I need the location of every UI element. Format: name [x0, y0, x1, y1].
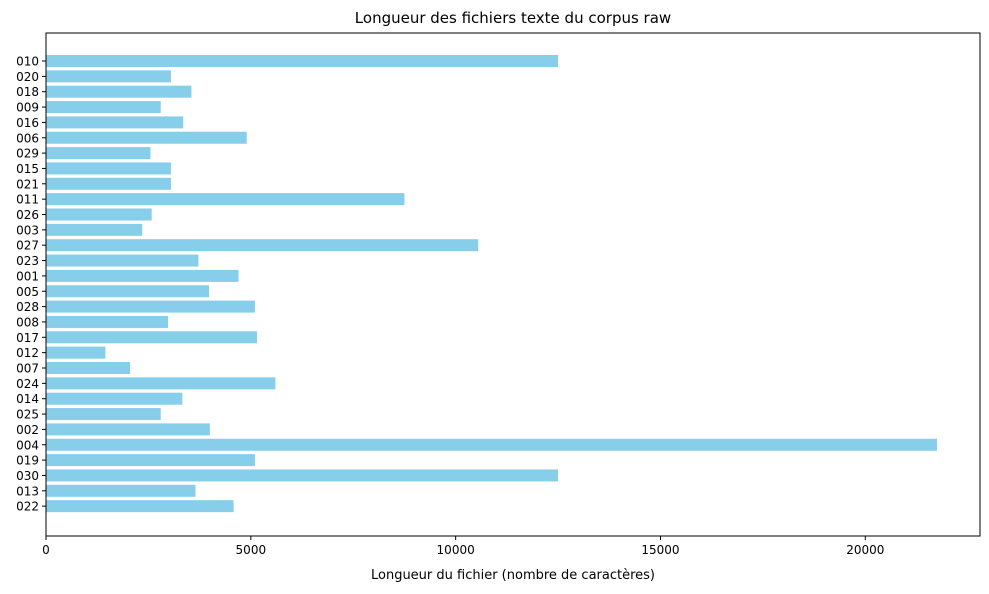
x-tick-label: 15000: [641, 543, 679, 557]
bar-002: [46, 423, 210, 436]
y-tick-label: 016: [16, 116, 39, 130]
bar-008: [46, 315, 169, 328]
bar-005: [46, 285, 210, 298]
chart-title: Longueur des fichiers texte du corpus ra…: [355, 9, 671, 27]
bars-group: [46, 55, 937, 513]
x-tick-label: 10000: [437, 543, 475, 557]
bar-026: [46, 208, 152, 221]
bar-024: [46, 377, 276, 390]
bar-030: [46, 469, 559, 482]
y-tick-label: 005: [16, 285, 39, 299]
y-tick-label: 013: [16, 484, 39, 498]
y-tick-label: 017: [16, 331, 39, 345]
y-tick-label: 026: [16, 208, 39, 222]
bar-013: [46, 484, 196, 497]
y-tick-label: 024: [16, 377, 39, 391]
x-tick-label: 0: [42, 543, 50, 557]
y-tick-label: 011: [16, 193, 39, 207]
bar-012: [46, 346, 106, 359]
bar-003: [46, 223, 143, 236]
bar-021: [46, 177, 171, 190]
bar-009: [46, 101, 161, 114]
bar-015: [46, 162, 171, 175]
y-tick-label: 020: [16, 70, 39, 84]
bar-023: [46, 254, 199, 267]
y-tick-label: 021: [16, 177, 39, 191]
y-tick-label: 002: [16, 423, 39, 437]
y-tick-label: 012: [16, 346, 39, 360]
bar-010: [46, 55, 559, 67]
bar-016: [46, 116, 184, 129]
x-axis-label: Longueur du fichier (nombre de caractère…: [371, 568, 655, 583]
x-tick-label: 20000: [846, 543, 884, 557]
bar-020: [46, 70, 171, 83]
y-tick-label: 015: [16, 162, 39, 176]
bar-007: [46, 362, 130, 374]
bar-027: [46, 239, 479, 252]
bar-017: [46, 331, 257, 344]
bar-025: [46, 408, 161, 421]
bar-014: [46, 392, 183, 405]
y-tick-label: 019: [16, 454, 39, 468]
bar-001: [46, 269, 239, 282]
y-tick-label: 008: [16, 315, 39, 329]
y-tick-label: 007: [16, 362, 39, 376]
plot-frame: [45, 32, 981, 537]
y-tick-label: 027: [16, 239, 39, 253]
y-tick-label: 001: [16, 269, 39, 283]
bar-022: [46, 500, 234, 513]
x-axis-ticks: 0 5000 10000 15000 20000: [42, 536, 884, 557]
bar-028: [46, 300, 255, 313]
y-tick-label: 028: [16, 300, 39, 314]
y-tick-label: 010: [16, 55, 39, 69]
x-tick-label: 5000: [236, 543, 267, 557]
y-axis-ticks: 0100200180090160060290150210110260030270…: [16, 55, 46, 514]
y-tick-label: 018: [16, 85, 39, 99]
y-tick-label: 023: [16, 254, 39, 268]
y-tick-label: 025: [16, 408, 39, 422]
bar-029: [46, 147, 151, 160]
bar-018: [46, 85, 192, 98]
bar-004: [46, 438, 937, 451]
bar-019: [46, 454, 255, 467]
bar-011: [46, 193, 405, 206]
bar-006: [46, 131, 247, 144]
y-tick-label: 022: [16, 500, 39, 514]
y-tick-label: 003: [16, 223, 39, 237]
y-tick-label: 029: [16, 147, 39, 161]
y-tick-label: 014: [16, 392, 39, 406]
y-tick-label: 004: [16, 438, 39, 452]
y-tick-label: 009: [16, 101, 39, 115]
y-tick-label: 006: [16, 131, 39, 145]
y-tick-label: 030: [16, 469, 39, 483]
